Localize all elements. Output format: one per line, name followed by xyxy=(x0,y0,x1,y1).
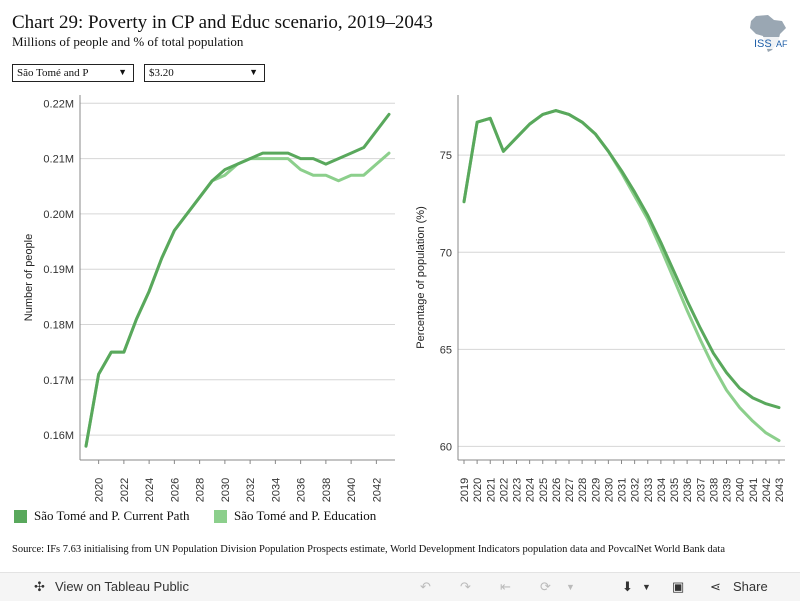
y-tick-label: 0.17M xyxy=(43,375,74,387)
x-tick-label: 2029 xyxy=(590,478,602,502)
x-tick-label: 2030 xyxy=(603,478,615,502)
x-tick-label: 2036 xyxy=(682,478,694,502)
refresh-icon[interactable]: ⟳ xyxy=(540,579,551,594)
x-tick-label: 2037 xyxy=(695,478,707,502)
x-tick-label: 2035 xyxy=(669,478,681,502)
share-button[interactable]: Share xyxy=(733,579,768,594)
x-tick-label: 2027 xyxy=(564,478,576,502)
x-tick-label: 2033 xyxy=(643,478,655,502)
x-tick-label: 2028 xyxy=(195,478,207,502)
x-tick-label: 2024 xyxy=(144,478,156,502)
logo-text-suffix: AF xyxy=(776,39,788,49)
x-tick-label: 2031 xyxy=(617,478,629,502)
series-line-education xyxy=(462,109,781,443)
revert-icon[interactable]: ⇤ xyxy=(500,579,511,594)
x-tick-label: 2026 xyxy=(169,478,181,502)
x-tick-label: 2042 xyxy=(761,478,773,502)
y-tick-label: 65 xyxy=(440,344,452,356)
legend-label-education: São Tomé and P. Education xyxy=(234,508,377,523)
x-tick-label: 2032 xyxy=(245,478,257,502)
y-tick-label: 0.21M xyxy=(43,154,74,166)
x-tick-label: 2042 xyxy=(371,478,383,502)
series-line-current-path xyxy=(462,109,781,410)
chevron-down-icon[interactable]: ▼ xyxy=(566,582,575,592)
x-tick-label: 2028 xyxy=(577,478,589,502)
x-tick-label: 2022 xyxy=(498,478,510,502)
chevron-down-icon: ▼ xyxy=(249,67,258,77)
x-tick-label: 2024 xyxy=(525,478,537,502)
x-tick-label: 2036 xyxy=(296,478,308,502)
x-tick-label: 2023 xyxy=(512,478,524,502)
x-tick-label: 2025 xyxy=(538,478,550,502)
redo-icon[interactable]: ↷ xyxy=(460,579,471,594)
x-tick-label: 2043 xyxy=(774,478,786,502)
fullscreen-icon[interactable]: ▣ xyxy=(672,579,685,594)
series-line-education xyxy=(84,151,391,448)
threshold-dropdown[interactable]: $3.20 ▼ xyxy=(144,64,265,82)
source-note: Source: IFs 7.63 initialising from UN Po… xyxy=(12,544,725,555)
y-tick-label: 70 xyxy=(440,247,452,259)
country-dropdown-value: São Tomé and P xyxy=(17,67,89,79)
x-tick-label: 2038 xyxy=(708,478,720,502)
legend-swatch-current-path xyxy=(14,509,27,523)
series-line-current-path xyxy=(84,112,391,448)
x-tick-label: 2019 xyxy=(459,478,471,502)
issafrica-logo: ISS AF xyxy=(750,15,794,52)
threshold-dropdown-value: $3.20 xyxy=(149,67,174,79)
x-tick-label: 2026 xyxy=(551,478,563,502)
y-tick-label: 0.20M xyxy=(43,209,74,221)
tableau-icon: ✣ xyxy=(34,579,45,594)
x-tick-label: 2034 xyxy=(270,478,282,502)
country-dropdown[interactable]: São Tomé and P ▼ xyxy=(12,64,134,82)
y-tick-label: 0.19M xyxy=(43,264,74,276)
x-tick-label: 2040 xyxy=(346,478,358,502)
legend-item-education[interactable]: São Tomé and P. Education xyxy=(214,508,376,524)
x-tick-label: 2022 xyxy=(119,478,131,502)
y-tick-label: 0.22M xyxy=(43,98,74,110)
x-tick-label: 2020 xyxy=(472,478,484,502)
legend-swatch-education xyxy=(214,509,227,523)
y-axis-label: Percentage of population (%) xyxy=(415,206,427,348)
x-tick-label: 2040 xyxy=(735,478,747,502)
y-tick-label: 0.16M xyxy=(43,430,74,442)
x-tick-label: 2020 xyxy=(94,478,106,502)
view-on-tableau-link[interactable]: View on Tableau Public xyxy=(55,579,189,594)
chart-panel-1: 0.16M 0.17M 0.18M 0.19M 0.20M 0.21M 0.22M 2020 2… xyxy=(23,95,395,502)
undo-icon[interactable]: ↶ xyxy=(420,579,431,594)
x-tick-label: 2030 xyxy=(220,478,232,502)
download-icon[interactable]: ⬇ xyxy=(622,579,633,594)
y-tick-label: 0.18M xyxy=(43,320,74,332)
y-tick-label: 60 xyxy=(440,441,452,453)
x-tick-label: 2034 xyxy=(656,478,668,502)
legend-label-current-path: São Tomé and P. Current Path xyxy=(34,508,190,523)
x-tick-label: 2038 xyxy=(321,478,333,502)
chevron-down-icon: ▼ xyxy=(118,67,127,77)
logo-text: ISS xyxy=(754,38,772,50)
share-icon[interactable]: ⋖ xyxy=(710,579,721,594)
chart-subtitle: Millions of people and % of total popula… xyxy=(12,34,244,49)
x-tick-label: 2041 xyxy=(748,478,760,502)
y-axis-label: Number of people xyxy=(23,234,35,321)
tableau-toolbar: ✣ View on Tableau Public ↶ ↷ ⇤ ⟳ ▼ ⬇ ▼ ▣… xyxy=(0,572,800,601)
chart-title: Chart 29: Poverty in CP and Educ scenari… xyxy=(12,12,433,33)
chart-panel-2: 60 65 70 75 2019 2020 2021 2022 2023 2024 2025 2026… xyxy=(415,95,786,502)
x-tick-label: 2039 xyxy=(722,478,734,502)
y-tick-label: 75 xyxy=(440,150,452,162)
chevron-down-icon[interactable]: ▼ xyxy=(642,582,651,592)
x-tick-label: 2021 xyxy=(485,478,497,502)
legend-item-current-path[interactable]: São Tomé and P. Current Path xyxy=(14,508,190,524)
x-tick-label: 2032 xyxy=(630,478,642,502)
